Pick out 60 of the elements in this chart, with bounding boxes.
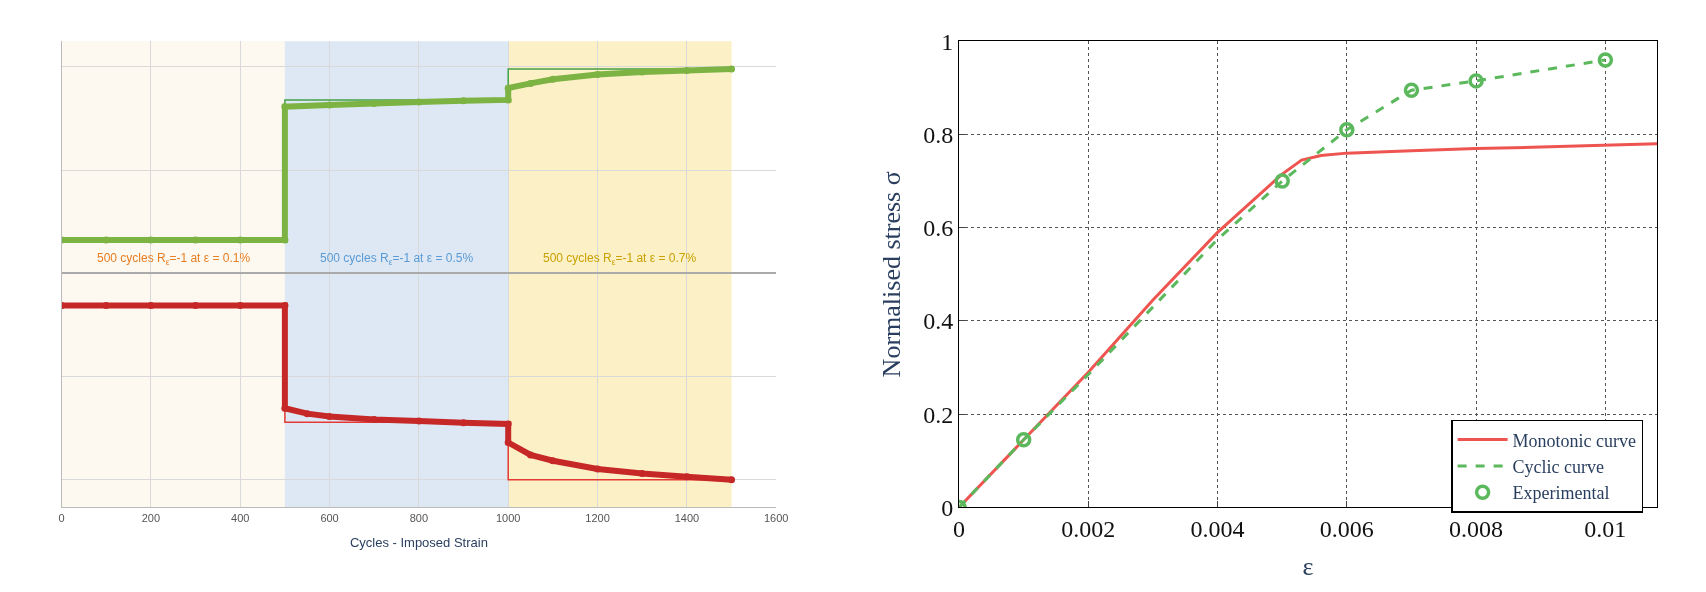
- point: [460, 419, 468, 427]
- point: [1015, 432, 1032, 448]
- legend-label: Monotonic curve: [1512, 430, 1637, 451]
- point: [504, 439, 512, 447]
- point: [326, 101, 334, 109]
- legend-label: Cyclic curve: [1512, 456, 1605, 477]
- point: [594, 465, 602, 473]
- point: [527, 79, 535, 87]
- point: [1274, 173, 1290, 189]
- point: [728, 65, 736, 73]
- y-axis-title: Normalised stress σ: [876, 171, 906, 378]
- point: [527, 451, 535, 459]
- x-tick-label: 0.006: [1319, 516, 1374, 543]
- point: [504, 84, 512, 92]
- point: [281, 404, 289, 412]
- point: [370, 100, 378, 108]
- band-label: 500 cycles R$_{ε}$=-1 at ε = 0.7%: [543, 251, 697, 267]
- y-tick-label: 0.6: [923, 215, 954, 242]
- x-axis-title: ε: [1302, 551, 1314, 581]
- x-axis-title: Cycles - Imposed Strain: [349, 535, 488, 551]
- point: [192, 301, 200, 309]
- x-tick-label: 200: [141, 511, 161, 524]
- x-tick-label: 400: [231, 511, 250, 524]
- x-tick-label: 0.004: [1190, 516, 1245, 543]
- y-tick-label: 0.8: [923, 121, 954, 148]
- x-tick-label: 1400: [674, 511, 700, 524]
- x-tick-label: 0.01: [1584, 516, 1627, 543]
- point: [1403, 82, 1420, 98]
- x-tick-label: 1000: [495, 511, 521, 524]
- band-label: 500 cycles R$_{ε}$=-1 at ε = 0.1%: [97, 251, 251, 267]
- y-tick-label: 0.2: [923, 401, 954, 428]
- point: [638, 470, 646, 478]
- point: [460, 97, 468, 105]
- point: [504, 420, 512, 428]
- point: [594, 71, 602, 79]
- y-tick-label: 1: [941, 28, 954, 55]
- band-label: 500 cycles R$_{ε}$=-1 at ε = 0.5%: [320, 251, 474, 267]
- x-tick-label: 800: [409, 511, 429, 524]
- x-tick-label: 1600: [763, 511, 789, 524]
- x-tick-label: 600: [320, 511, 339, 524]
- point: [102, 301, 110, 309]
- point: [281, 103, 289, 111]
- point: [1597, 52, 1614, 68]
- point: [415, 417, 423, 425]
- point: [549, 75, 557, 83]
- x-tick-label: 0: [58, 511, 65, 524]
- legend-label: Experimental: [1512, 483, 1610, 504]
- x-tick-label: 0.008: [1449, 516, 1504, 543]
- y-tick-label: 0.4: [923, 308, 954, 335]
- point: [1339, 122, 1355, 138]
- point: [281, 301, 289, 309]
- x-tick-label: 0.002: [1061, 516, 1116, 543]
- point: [236, 301, 244, 309]
- point: [683, 66, 691, 74]
- x-tick-label: 1200: [585, 511, 610, 524]
- point: [1468, 73, 1484, 89]
- point: [549, 457, 557, 465]
- point: [147, 301, 155, 309]
- point: [728, 476, 736, 484]
- point: [303, 410, 311, 418]
